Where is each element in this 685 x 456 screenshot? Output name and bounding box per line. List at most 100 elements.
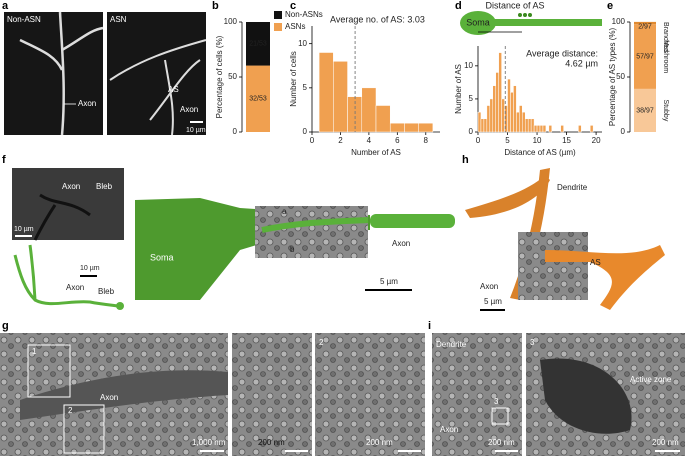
histogram-bar (361, 87, 377, 133)
annotation: Soma (150, 252, 174, 262)
value-label: 32/53 (249, 96, 267, 103)
histogram-bar (578, 125, 582, 133)
histogram-bar (495, 72, 499, 133)
histogram-bar (536, 125, 541, 133)
schematic-spine (518, 13, 522, 17)
panel-label: b (212, 0, 219, 12)
em-image (315, 333, 425, 456)
annotation: 2 (68, 406, 73, 415)
em-image (432, 333, 522, 456)
histogram-bar (548, 125, 553, 133)
inset-box (63, 404, 105, 454)
annotation: 2 (319, 338, 324, 347)
axon-model (261, 217, 369, 233)
panel-label: h (462, 154, 469, 166)
y-tick-label: 0 (469, 127, 474, 136)
value-label: 57/97 (636, 53, 654, 60)
scale-label: 200 nm (488, 438, 515, 447)
annotation: Axon (180, 105, 198, 114)
em-slab (255, 206, 368, 258)
axon-profile (20, 370, 228, 420)
scale-label: 1,000 nm (192, 438, 226, 447)
axon-model (370, 214, 455, 228)
bar-segment (634, 21, 656, 25)
y-axis-label: Percentage of AS types (%) (608, 28, 617, 127)
value-label: 21/53 (249, 41, 267, 48)
histogram-bar (530, 118, 535, 133)
histogram-bar (542, 125, 547, 133)
annotation: 4.62 µm (565, 58, 598, 68)
histogram-bar (524, 118, 529, 133)
x-tick-label: 0 (476, 136, 481, 145)
scale-label: 10 µm (14, 226, 34, 233)
y-axis-label: Percentage of cells (%) (215, 35, 224, 118)
dendrite-model (545, 245, 665, 310)
segment-name: Mushroom (662, 40, 669, 73)
inset-box (491, 407, 509, 425)
bleb (116, 302, 124, 310)
x-axis-label: Distance of AS (µm) (504, 148, 576, 157)
y-axis-label: Number of cells (289, 51, 298, 107)
bar-segment (246, 22, 270, 66)
histogram-bar (480, 118, 485, 133)
bar-segment (634, 88, 656, 132)
em-image (232, 333, 312, 456)
em-slab (518, 232, 588, 300)
histogram-bar (486, 105, 491, 133)
micrograph (4, 12, 103, 135)
panel-label: a (2, 0, 9, 12)
annotation: Axon (78, 99, 96, 108)
x-tick-label: 6 (395, 136, 400, 145)
panel-label: f (2, 154, 6, 166)
annotation: Active zone (630, 375, 672, 384)
histogram-bar (333, 61, 348, 133)
y-tick-label: 0 (621, 127, 626, 136)
inset-box (27, 344, 71, 398)
annotation: Axon (66, 283, 84, 292)
scale-label: 10 µm (186, 127, 206, 134)
histogram-bar (522, 111, 526, 133)
x-tick-label: 15 (562, 136, 571, 145)
panel-label: d (455, 0, 462, 12)
scale-label: 200 nm (258, 438, 285, 447)
annotation: Bleb (96, 182, 113, 191)
schematic-spine (528, 13, 532, 17)
histogram-bar (527, 118, 532, 133)
y-tick-label: 5 (303, 83, 308, 92)
neuron-trace (19, 11, 104, 136)
histogram-bar (507, 78, 511, 133)
x-tick-label: 5 (505, 136, 510, 145)
x-tick-label: 8 (424, 136, 429, 145)
panel-label: c (290, 0, 296, 12)
scale-label: 200 nm (366, 438, 393, 447)
annotation: b (290, 245, 295, 254)
annotation: Average no. of AS: 3.03 (330, 14, 425, 24)
scale-label: 200 nm (652, 438, 679, 447)
value-label: 38/97 (636, 107, 654, 114)
neuron-trace (109, 39, 207, 136)
y-tick-label: 0 (233, 127, 238, 136)
annotation: 3 (494, 397, 499, 406)
x-tick-label: 0 (310, 136, 315, 145)
y-tick-label: 0 (303, 127, 308, 136)
bar-segment (246, 65, 270, 132)
schematic-spine (523, 13, 527, 17)
micrograph (107, 12, 206, 135)
histogram-bar (519, 105, 523, 133)
histogram-bar (533, 125, 538, 133)
x-tick-label: 2 (338, 136, 343, 145)
bar-segment (634, 24, 656, 89)
x-axis-label: Number of AS (351, 148, 401, 157)
annotation: a (282, 207, 287, 216)
y-tick-label: 10 (298, 39, 307, 48)
x-tick-label: 10 (533, 136, 542, 145)
histogram-bar (489, 98, 494, 133)
neuron-model (13, 244, 119, 308)
scale-label: 5 µm (484, 297, 502, 306)
annotation: Axon (440, 425, 458, 434)
histogram-bar (539, 125, 544, 133)
annotation: Axon (392, 239, 410, 248)
